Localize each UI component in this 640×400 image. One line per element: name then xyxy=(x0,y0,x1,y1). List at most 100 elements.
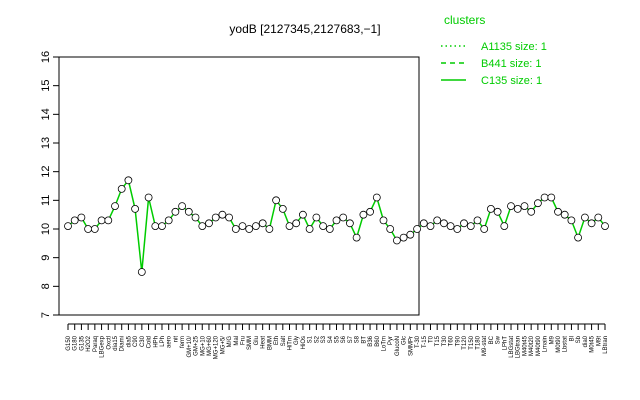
x-tick-label: G150 xyxy=(66,335,72,350)
x-tick-label: nit xyxy=(173,336,179,343)
x-tick-label: M0t45 xyxy=(590,335,596,352)
x-tick-label: M/G xyxy=(227,336,233,348)
x-tick-label: T120 xyxy=(462,335,468,349)
x-tick-label: M9-stat xyxy=(482,336,488,356)
x-tick-label: T15 xyxy=(435,335,441,346)
data-point xyxy=(325,225,334,233)
y-tick-label: 13 xyxy=(40,137,52,149)
data-point xyxy=(493,207,502,216)
x-tick-label: T-15 xyxy=(422,335,428,348)
x-tick-label: dia15 xyxy=(113,335,119,350)
data-point xyxy=(151,222,160,231)
x-tick-label: Fru xyxy=(241,336,247,345)
y-tick-label: 14 xyxy=(40,108,52,120)
data-point xyxy=(601,222,609,231)
y-tick-label: 7 xyxy=(40,312,52,318)
x-tick-label: T30 xyxy=(442,335,448,346)
x-axis: G150 G180 G135 H2O2 Paraq LBGexp Oxctl dia15 Dia… xyxy=(66,323,609,359)
x-tick-label: LBGstat xyxy=(509,336,515,358)
x-tick-label: LBtran xyxy=(603,336,609,354)
data-point xyxy=(211,213,220,222)
legend: clusters A1135 size: 1 B441 size: 1 C135… xyxy=(441,13,547,87)
data-point xyxy=(251,222,260,231)
plot-box xyxy=(58,56,420,316)
data-point xyxy=(137,268,146,276)
data-point xyxy=(292,219,301,228)
data-point xyxy=(554,207,562,216)
data-point xyxy=(372,193,381,202)
x-tick-label: M0t90 xyxy=(556,335,562,352)
data-point xyxy=(339,213,348,222)
x-tick-label: Pyr xyxy=(388,336,394,345)
data-point xyxy=(594,213,603,222)
x-tick-label: HPh xyxy=(153,336,159,348)
data-point xyxy=(144,193,153,202)
x-tick-label: MG+120 xyxy=(214,335,220,359)
x-tick-label: ferm xyxy=(180,336,186,348)
x-tick-label: LBGexp xyxy=(100,335,106,357)
x-tick-label: Glu xyxy=(254,336,260,345)
x-tick-label: BMM xyxy=(267,336,273,350)
data-point xyxy=(245,225,254,233)
x-tick-label: B60 xyxy=(375,335,381,346)
x-tick-label: BT xyxy=(361,336,367,344)
x-tick-label: M9 xyxy=(549,335,555,344)
data-point xyxy=(426,222,435,231)
x-tick-label: T-30 xyxy=(415,335,421,348)
x-tick-label: LPh xyxy=(160,336,166,347)
data-point xyxy=(547,193,556,202)
x-tick-label: Eth xyxy=(274,336,280,345)
data-point xyxy=(298,210,307,219)
y-tick-label: 9 xyxy=(40,255,52,261)
data-point xyxy=(198,222,207,231)
data-point xyxy=(473,216,482,225)
x-tick-label: C90 xyxy=(133,335,139,347)
y-tick-label: 16 xyxy=(40,51,52,63)
x-tick-label: dia5 xyxy=(126,335,132,347)
data-point xyxy=(453,225,462,233)
x-tick-label: M40t90 xyxy=(536,335,542,356)
data-point xyxy=(131,204,140,213)
x-tick-label: SMMPr xyxy=(408,336,414,356)
data-point xyxy=(446,222,455,231)
x-tick-label: Sw xyxy=(496,335,502,344)
data-point xyxy=(265,225,274,233)
data-point xyxy=(305,225,314,233)
y-axis: 7 8 9 10 11 12 13 14 15 16 xyxy=(40,51,60,318)
data-point xyxy=(225,213,234,222)
x-tick-label: C30 xyxy=(140,335,146,347)
x-tick-label: Bl xyxy=(569,336,575,341)
x-tick-label: M9t xyxy=(596,336,602,346)
x-tick-label: LBGtran xyxy=(516,336,522,358)
data-point xyxy=(164,216,173,225)
data-point xyxy=(486,204,495,213)
data-point xyxy=(527,207,536,216)
x-tick-label: Diami xyxy=(120,336,126,351)
x-tick-label: S7 xyxy=(348,335,354,343)
x-tick-label: T150 xyxy=(469,335,475,349)
data-point xyxy=(70,216,79,225)
data-point xyxy=(413,225,422,233)
x-tick-label: MG+60 xyxy=(207,335,213,356)
chart-title: yodB [2127345,2127683,−1] xyxy=(229,22,380,36)
x-tick-label: Cold xyxy=(147,336,153,348)
x-tick-label: Gly xyxy=(294,336,300,345)
plot-frame xyxy=(58,56,420,316)
data-point xyxy=(392,236,401,245)
data-point xyxy=(366,207,375,216)
data-point xyxy=(406,230,415,239)
x-tick-label: Oxctl xyxy=(106,336,112,350)
x-tick-label: LoTm xyxy=(381,336,387,351)
data-point xyxy=(64,222,72,231)
data-point xyxy=(581,213,589,222)
legend-entry-a1135: A1135 size: 1 xyxy=(481,41,547,53)
x-tick-label: T90 xyxy=(455,335,461,346)
x-tick-label: S5 xyxy=(335,335,341,343)
y-tick-label: 10 xyxy=(40,223,52,235)
data-point xyxy=(567,216,576,225)
data-point xyxy=(104,216,113,225)
x-tick-label: GM+10/ xyxy=(187,336,193,358)
x-tick-label: T60 xyxy=(449,335,455,346)
x-tick-label: G135 xyxy=(79,335,85,350)
data-point xyxy=(386,225,395,233)
